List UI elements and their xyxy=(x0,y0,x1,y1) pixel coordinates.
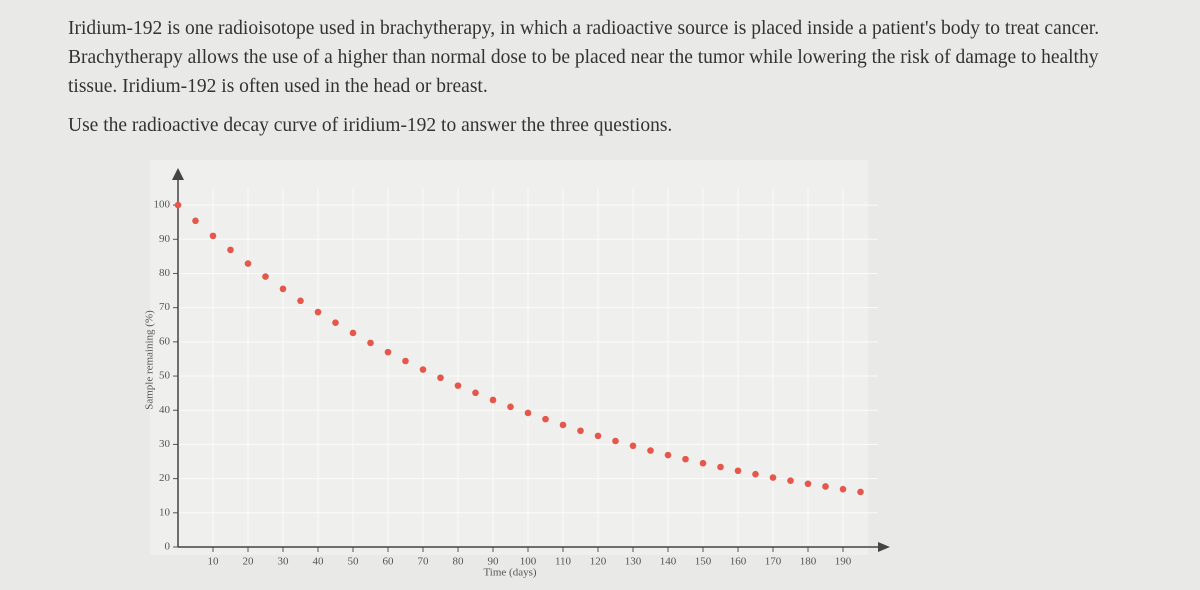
data-point xyxy=(699,459,707,467)
data-point xyxy=(297,297,304,305)
x-tick-label: 50 xyxy=(348,556,360,568)
data-point xyxy=(227,246,234,254)
x-tick-label: 40 xyxy=(313,556,325,568)
data-point xyxy=(209,232,217,240)
x-tick-label: 190 xyxy=(835,556,852,568)
x-tick-label: 90 xyxy=(488,556,500,568)
data-point xyxy=(822,483,829,490)
x-axis-label: Time (days) xyxy=(483,567,536,579)
x-tick-label: 30 xyxy=(278,556,290,568)
data-point xyxy=(577,427,584,435)
x-tick-label: 20 xyxy=(243,556,255,568)
data-point xyxy=(804,480,812,488)
data-point xyxy=(402,357,409,365)
x-tick-label: 170 xyxy=(765,556,782,568)
y-axis-arrow xyxy=(172,168,184,180)
data-point xyxy=(612,437,619,445)
x-tick-label: 120 xyxy=(590,556,607,568)
y-tick-label: 90 xyxy=(159,233,171,245)
data-point xyxy=(647,447,654,454)
data-point xyxy=(384,348,392,356)
data-point xyxy=(314,308,322,316)
y-tick-label: 30 xyxy=(159,438,171,450)
data-point xyxy=(734,467,742,475)
x-tick-label: 110 xyxy=(555,556,572,568)
y-tick-label: 50 xyxy=(159,370,171,382)
paragraph: Iridium-192 is one radioisotope used in … xyxy=(68,18,1100,97)
data-point xyxy=(594,432,602,440)
x-tick-label: 140 xyxy=(660,556,677,568)
data-point xyxy=(752,470,759,478)
paragraph: Use the radioactive decay curve of iridi… xyxy=(68,115,673,136)
data-point xyxy=(629,442,637,450)
data-point xyxy=(542,415,549,423)
data-point xyxy=(507,403,514,411)
data-point xyxy=(419,366,427,373)
y-tick-label: 70 xyxy=(159,301,171,313)
y-tick-label: 20 xyxy=(159,472,171,484)
x-tick-label: 10 xyxy=(208,556,220,568)
data-point xyxy=(174,201,182,209)
x-tick-label: 100 xyxy=(520,556,537,568)
data-point xyxy=(769,474,777,481)
data-point xyxy=(367,339,374,347)
y-tick-label: 10 xyxy=(159,506,171,518)
plot-background xyxy=(150,160,868,555)
data-point xyxy=(559,421,567,429)
y-tick-label: 0 xyxy=(165,541,171,553)
x-tick-label: 180 xyxy=(800,556,817,568)
data-point xyxy=(787,477,794,484)
x-tick-label: 130 xyxy=(625,556,642,568)
data-point xyxy=(524,409,532,417)
x-tick-label: 60 xyxy=(383,556,395,568)
y-tick-label: 40 xyxy=(159,404,171,416)
data-point xyxy=(437,374,444,382)
data-point xyxy=(839,485,847,493)
data-point xyxy=(192,217,199,225)
data-point xyxy=(682,455,689,463)
data-point xyxy=(857,488,864,496)
data-point xyxy=(332,319,339,327)
x-tick-label: 70 xyxy=(418,556,430,568)
y-tick-label: 80 xyxy=(159,267,171,279)
question: Iridium-192 is one radioisotope used in … xyxy=(68,14,1148,150)
x-tick-label: 80 xyxy=(453,556,465,568)
y-tick-label: 100 xyxy=(154,199,171,211)
y-axis-label: Sample remaining (%) xyxy=(144,310,156,410)
data-point xyxy=(262,273,269,280)
data-point xyxy=(664,451,672,459)
x-axis-arrow xyxy=(878,542,890,552)
data-point xyxy=(279,285,287,293)
x-tick-label: 150 xyxy=(695,556,712,568)
data-point xyxy=(349,329,357,337)
data-point xyxy=(244,260,252,267)
data-point xyxy=(454,382,462,389)
data-point xyxy=(472,389,479,397)
data-point xyxy=(717,463,724,471)
x-tick-label: 160 xyxy=(730,556,747,568)
data-point xyxy=(489,396,497,404)
y-tick-label: 60 xyxy=(159,335,171,347)
